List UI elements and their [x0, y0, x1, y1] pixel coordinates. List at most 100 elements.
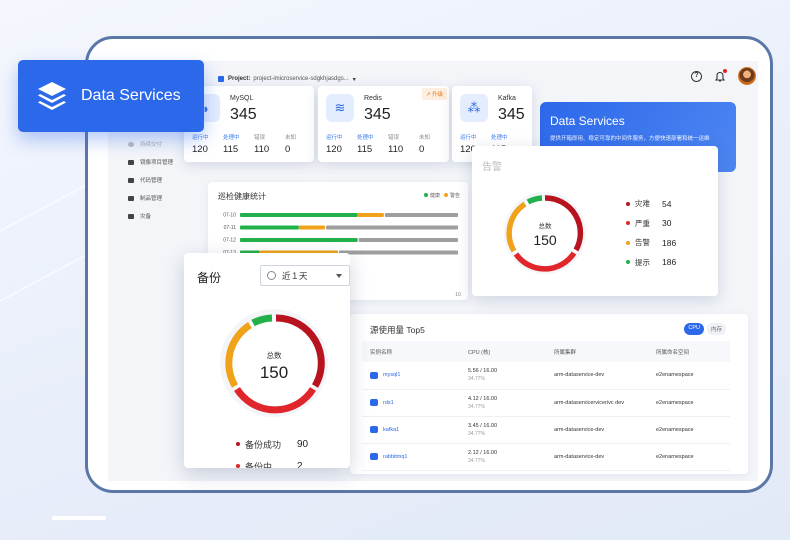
project-selector[interactable]: Project: project-imicroservice-sdgkhjasd… [218, 69, 758, 89]
sidebar-item-disaster-recovery[interactable]: 灾备 [128, 207, 208, 225]
alarm-title: 告警 [482, 162, 502, 173]
legend-label: 备份成功 [245, 439, 282, 450]
help-icon[interactable]: ? [691, 70, 702, 82]
upgrade-label: 升级 [431, 92, 443, 98]
alarm-card: 告警 总数 150 灾难 54 严重 30 告警 186 提示 186 [472, 146, 718, 296]
inspection-title: 巡检健康统计 [218, 192, 266, 201]
stat-label: 错误 [388, 135, 400, 141]
instance-link[interactable]: mysql1 [370, 371, 460, 379]
cluster-cell: arm-dataservice-dev [546, 362, 648, 390]
metric-total: 345 [364, 106, 391, 123]
table-header-row: 实例名称 CPU (核) 所属集群 所属命名空间 [362, 341, 730, 362]
metric-card-redis[interactable]: ≋ Redis 345 ↗ 升级 运行中 120 处理中 115 错误 110 未知 0 [318, 86, 449, 162]
cpu-percent: 34.77% [468, 457, 485, 464]
bar-健康 [240, 213, 358, 217]
row-label: 07-11 [224, 225, 237, 231]
stat-value: 120 [326, 144, 342, 155]
legend-label: 告警 [635, 238, 650, 248]
instance-name: rabbitmq1 [383, 453, 408, 460]
stat-value: 120 [460, 144, 476, 155]
sidebar-item-image-projects[interactable]: 镜像项目管理 [128, 153, 208, 171]
tab-memory[interactable]: 内存 [706, 323, 726, 335]
instance-link[interactable]: rabbitmq1 [370, 453, 460, 460]
donut-segment-info [526, 195, 543, 205]
project-label: Project: [228, 76, 251, 82]
donut-segment-warning [506, 201, 527, 253]
top5-title: 源使用量 Top5 [370, 325, 425, 335]
instance-link[interactable]: kafka1 [370, 426, 460, 433]
legend-item: 健康 [423, 192, 440, 199]
sidebar-item-label: 镜像项目管理 [140, 160, 174, 166]
sidebar-item-label: 代码管理 [140, 178, 163, 184]
stat-value: 110 [254, 144, 270, 155]
bar-警告 [357, 213, 384, 217]
row-label: 07-10 [223, 213, 236, 219]
nodes-icon: ⁂ [460, 94, 488, 122]
donut-total-label: 总数 [267, 350, 282, 360]
instance-name: rds1 [383, 399, 394, 406]
legend-value: 186 [662, 237, 677, 248]
donut-total-value: 150 [260, 363, 288, 382]
sidebar-item-label: 灾备 [140, 214, 152, 220]
stat-label: 处理中 [223, 135, 240, 141]
donut-segment-ok [251, 314, 273, 327]
sidebar-item-delivery[interactable]: 持续交付 [128, 135, 208, 153]
donut-track [227, 316, 321, 410]
metric-stats: 运行中 120 处理中 115 错误 110 未知 0 [192, 133, 316, 155]
cpu-value: 4.12 / 16.00 [468, 395, 498, 402]
legend-value: 54 [662, 198, 672, 209]
metric-tabs: CPU 内存 [684, 323, 726, 335]
cpu-percent: 34.77% [468, 403, 485, 410]
banner-title: Data Services [550, 114, 625, 128]
layers-icon [38, 82, 66, 110]
stat-value: 0 [419, 144, 425, 155]
legend-item: 备份中 2 [236, 455, 308, 468]
cluster-cell: arm-dataservice-dev [546, 443, 648, 471]
sidebar-item-code[interactable]: 代码管理 [128, 171, 208, 189]
tick-label: 10 [455, 292, 461, 298]
time-range-select[interactable]: 近１天 [260, 265, 350, 286]
top5-usage-card: 源使用量 Top5 CPU 内存 实例名称 CPU (核) 所属集群 所属命名空… [350, 314, 748, 474]
donut-total-label: 总数 [539, 221, 553, 230]
metric-name: Kafka [498, 95, 516, 102]
table-row[interactable]: rabbitmq1 2.12 / 16.00 34.77% arm-dataser… [362, 443, 730, 471]
table-row[interactable]: rds1 4.12 / 16.00 34.77% arm-dataservicer… [362, 389, 730, 417]
column-header[interactable]: 实例名称 [362, 341, 460, 362]
stat-label: 未知 [285, 135, 297, 141]
bell-icon[interactable] [714, 69, 727, 82]
table-row[interactable]: kafka1 3.45 / 16.00 34.77% arm-dataservic… [362, 416, 730, 444]
column-header[interactable]: CPU (核) [460, 341, 546, 362]
donut-track [509, 197, 581, 269]
dolphin-icon [370, 371, 378, 379]
stat-label: 运行中 [460, 135, 477, 141]
legend-item: 警告 [443, 192, 460, 199]
instance-link[interactable]: rds1 [370, 399, 460, 406]
legend-item: 严重 30 [626, 214, 676, 234]
table-row[interactable]: mysql1 5.56 / 16.00 34.77% arm-dataservic… [362, 362, 730, 390]
avatar[interactable] [738, 67, 756, 85]
background-accent-bar [52, 516, 106, 520]
cpu-percent: 34.77% [468, 376, 485, 383]
upgrade-badge[interactable]: ↗ 升级 [421, 88, 447, 100]
metric-name: Redis [364, 95, 382, 102]
sidebar-item-artifacts[interactable]: 制品管理 [128, 189, 208, 207]
stat-label: 处理中 [491, 135, 508, 141]
stat-label: 运行中 [326, 135, 343, 141]
data-services-badge: Data Services [18, 60, 204, 132]
metric-stats: 运行中 120 处理中 115 错误 110 未知 0 [326, 133, 450, 155]
stat-label: 运行中 [192, 135, 209, 141]
bar-健康 [240, 225, 299, 230]
column-header[interactable]: 所属命名空间 [648, 341, 730, 362]
tab-cpu[interactable]: CPU [684, 323, 704, 335]
legend-item: 灾难 54 [626, 194, 676, 214]
donut-segment-in-progress [234, 387, 316, 414]
column-header[interactable]: 所属集群 [546, 341, 648, 362]
legend-label: 健康 [429, 193, 440, 199]
metric-total: 345 [230, 106, 257, 123]
cpu-percent: 34.77% [468, 430, 485, 437]
caret-down-icon [336, 274, 342, 278]
instance-name: kafka1 [383, 426, 400, 433]
stat-label: 错误 [254, 135, 266, 141]
stat-value: 120 [192, 144, 208, 155]
backup-card: 备份 近１天 总数 150 备份成功 90 备份中 2 [184, 253, 350, 468]
